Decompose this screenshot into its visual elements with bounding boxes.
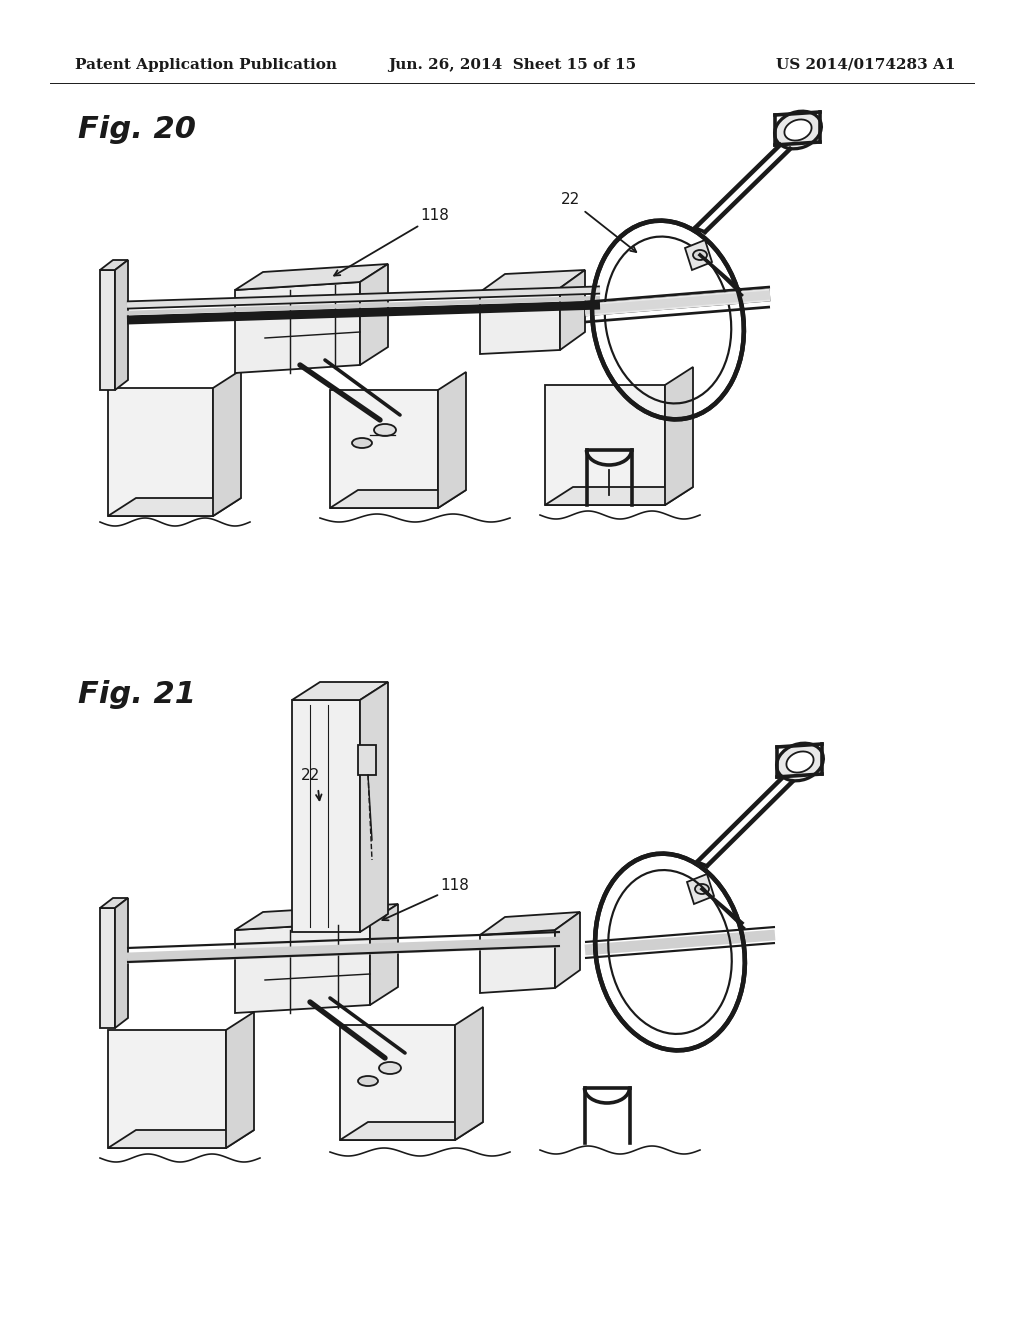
Polygon shape xyxy=(234,264,388,290)
Polygon shape xyxy=(234,921,370,1012)
Polygon shape xyxy=(292,700,360,932)
Polygon shape xyxy=(234,282,360,374)
Polygon shape xyxy=(480,271,585,292)
Text: US 2014/0174283 A1: US 2014/0174283 A1 xyxy=(775,58,955,73)
Polygon shape xyxy=(226,1012,254,1148)
Text: 22: 22 xyxy=(300,767,319,783)
Text: 118: 118 xyxy=(440,878,469,892)
Polygon shape xyxy=(100,898,128,908)
Polygon shape xyxy=(545,487,693,506)
Polygon shape xyxy=(480,912,580,935)
Polygon shape xyxy=(665,367,693,506)
Polygon shape xyxy=(108,388,213,516)
Polygon shape xyxy=(108,1030,226,1148)
Polygon shape xyxy=(370,904,398,1005)
Polygon shape xyxy=(213,370,241,516)
Ellipse shape xyxy=(786,751,814,772)
Text: Fig. 21: Fig. 21 xyxy=(78,680,196,709)
Text: Jun. 26, 2014  Sheet 15 of 15: Jun. 26, 2014 Sheet 15 of 15 xyxy=(388,58,636,73)
Polygon shape xyxy=(108,498,241,516)
Bar xyxy=(358,744,376,775)
Polygon shape xyxy=(108,1130,254,1148)
Ellipse shape xyxy=(776,743,823,781)
Polygon shape xyxy=(100,908,115,1028)
Text: Patent Application Publication: Patent Application Publication xyxy=(75,58,337,73)
Polygon shape xyxy=(545,385,665,506)
Ellipse shape xyxy=(774,111,821,149)
Ellipse shape xyxy=(358,1076,378,1086)
Polygon shape xyxy=(292,682,388,700)
Polygon shape xyxy=(360,264,388,366)
Polygon shape xyxy=(555,912,580,987)
Polygon shape xyxy=(340,1026,455,1140)
Polygon shape xyxy=(115,898,128,1028)
Ellipse shape xyxy=(695,884,709,894)
Polygon shape xyxy=(687,874,714,904)
Polygon shape xyxy=(480,288,560,354)
Ellipse shape xyxy=(784,119,812,140)
Text: Fig. 20: Fig. 20 xyxy=(78,115,196,144)
Polygon shape xyxy=(455,1007,483,1140)
Text: 22: 22 xyxy=(560,193,580,207)
Ellipse shape xyxy=(374,424,396,436)
Polygon shape xyxy=(480,931,555,993)
Polygon shape xyxy=(685,240,712,271)
Text: 118: 118 xyxy=(421,207,450,223)
Polygon shape xyxy=(438,372,466,508)
Polygon shape xyxy=(330,490,466,508)
Ellipse shape xyxy=(379,1063,401,1074)
Polygon shape xyxy=(330,389,438,508)
Polygon shape xyxy=(360,682,388,932)
Polygon shape xyxy=(100,260,128,271)
Ellipse shape xyxy=(352,438,372,447)
Polygon shape xyxy=(234,904,398,931)
Polygon shape xyxy=(560,271,585,350)
Polygon shape xyxy=(100,271,115,389)
Polygon shape xyxy=(115,260,128,389)
Polygon shape xyxy=(340,1122,483,1140)
Ellipse shape xyxy=(693,249,707,260)
